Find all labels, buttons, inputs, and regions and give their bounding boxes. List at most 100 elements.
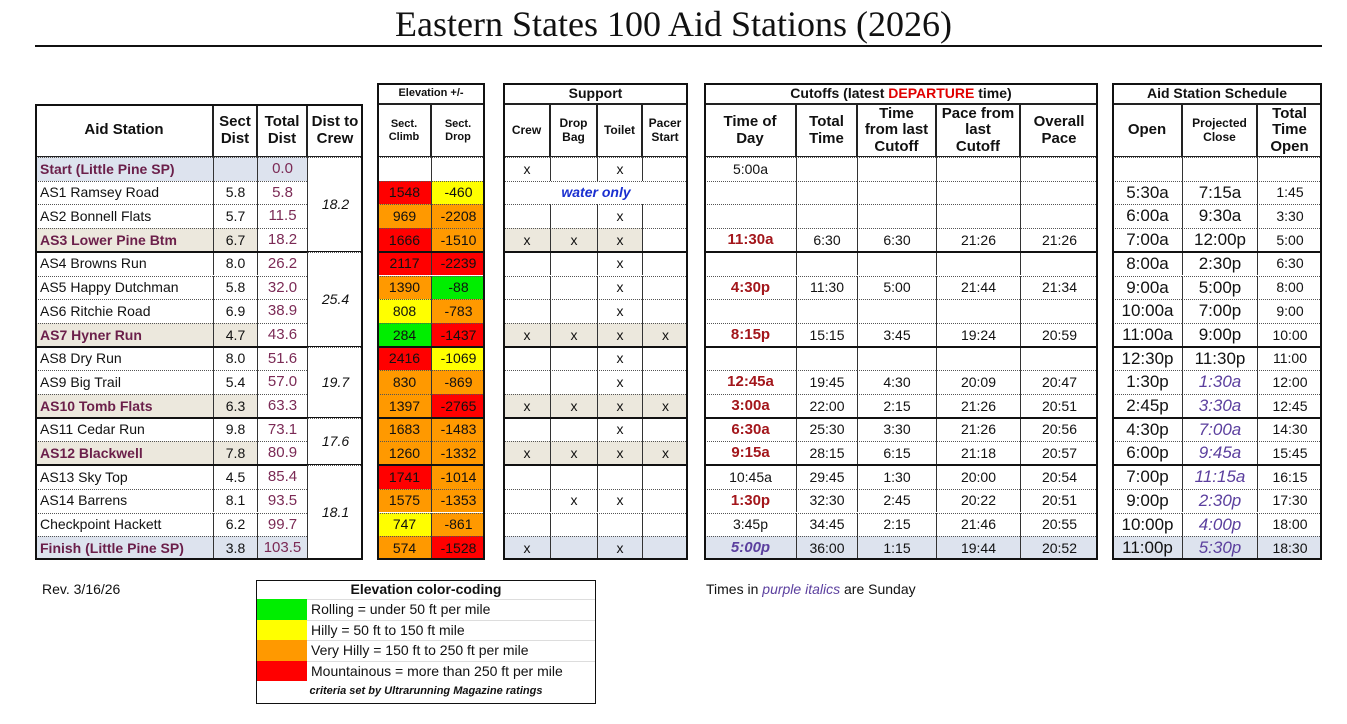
cell-close: 5:30p bbox=[1182, 536, 1257, 560]
cell-from-last: 3:30 bbox=[857, 417, 936, 442]
cell-open: 4:30p bbox=[1112, 417, 1182, 442]
cell-from-last: 1:30 bbox=[857, 465, 936, 489]
cell-total-time bbox=[796, 180, 857, 205]
cell-time-of-day bbox=[704, 346, 796, 371]
cell-sect-dist: 8.0 bbox=[213, 251, 257, 276]
legend-swatch bbox=[257, 619, 307, 640]
cell-time-of-day: 10:45a bbox=[704, 465, 796, 489]
cell-sect-dist: 3.8 bbox=[213, 536, 257, 560]
cell-pace-last bbox=[936, 157, 1020, 181]
cell-station: AS5 Happy Dutchman bbox=[35, 275, 213, 300]
cell-from-last bbox=[857, 251, 936, 276]
cell-drop: -1353 bbox=[431, 488, 485, 513]
cell-open: 9:00p bbox=[1112, 488, 1182, 513]
cell-climb: 284 bbox=[377, 322, 431, 347]
cell-overall-pace: 20:51 bbox=[1020, 394, 1098, 418]
cell-overall-pace bbox=[1020, 157, 1098, 181]
cell-pace-last: 21:26 bbox=[936, 394, 1020, 418]
cell-time-open: 18:30 bbox=[1257, 536, 1322, 560]
cell-drop-bag bbox=[550, 251, 597, 276]
cell-close: 7:15a bbox=[1182, 180, 1257, 205]
cell-open: 8:00a bbox=[1112, 251, 1182, 276]
legend-label: Very Hilly = 150 ft to 250 ft per mile bbox=[307, 640, 595, 661]
cell-station: Start (Little Pine SP) bbox=[35, 157, 213, 181]
cell-climb: 969 bbox=[377, 204, 431, 229]
cell-crew: x bbox=[503, 441, 550, 466]
cell-overall-pace: 20:56 bbox=[1020, 417, 1098, 442]
cell-total-time bbox=[796, 204, 857, 229]
dist-to-crew: 25.4 bbox=[307, 251, 363, 347]
cell-pacer bbox=[642, 157, 688, 181]
cell-climb: 1390 bbox=[377, 275, 431, 300]
cell-total-dist: 32.0 bbox=[257, 275, 307, 300]
cell-pace-last bbox=[936, 346, 1020, 371]
cell-drop: -861 bbox=[431, 512, 485, 537]
group-header: Aid Station Schedule bbox=[1112, 83, 1322, 104]
cell-station: AS7 Hyner Run bbox=[35, 322, 213, 347]
cell-total-dist: 73.1 bbox=[257, 417, 307, 442]
group-separator bbox=[377, 345, 485, 348]
cell-drop-bag bbox=[550, 417, 597, 442]
cell-close: 5:00p bbox=[1182, 275, 1257, 300]
dist-to-crew: 19.7 bbox=[307, 346, 363, 418]
cell-station: AS11 Cedar Run bbox=[35, 417, 213, 442]
cell-total-dist: 38.9 bbox=[257, 299, 307, 323]
cell-pace-last: 21:44 bbox=[936, 275, 1020, 300]
cell-total-time bbox=[796, 251, 857, 276]
cell-crew: x bbox=[503, 394, 550, 418]
cell-total-dist: 26.2 bbox=[257, 251, 307, 276]
cell-open: 11:00a bbox=[1112, 322, 1182, 347]
cell-crew: x bbox=[503, 322, 550, 347]
cell-close: 1:30a bbox=[1182, 370, 1257, 394]
cell-from-last: 5:00 bbox=[857, 275, 936, 300]
cell-drop: -2208 bbox=[431, 204, 485, 229]
cell-drop-bag bbox=[550, 465, 597, 489]
cell-total-time: 15:15 bbox=[796, 322, 857, 347]
cell-open: 7:00a bbox=[1112, 228, 1182, 252]
cell-crew bbox=[503, 370, 550, 394]
cell-toilet: x bbox=[597, 157, 642, 181]
cell-drop-bag: x bbox=[550, 488, 597, 513]
cell-station: AS8 Dry Run bbox=[35, 346, 213, 371]
cell-toilet bbox=[597, 465, 642, 489]
cell-drop: -1483 bbox=[431, 417, 485, 442]
cell-drop-bag bbox=[550, 204, 597, 229]
column-header: Projected Close bbox=[1182, 104, 1257, 157]
cell-pacer: x bbox=[642, 441, 688, 466]
cell-climb: 1575 bbox=[377, 488, 431, 513]
cell-toilet: x bbox=[597, 322, 642, 347]
cell-station: AS2 Bonnell Flats bbox=[35, 204, 213, 229]
cell-time-of-day: 9:15a bbox=[704, 441, 796, 466]
cell-overall-pace: 20:47 bbox=[1020, 370, 1098, 394]
cell-drop-bag: x bbox=[550, 322, 597, 347]
cell-pacer bbox=[642, 536, 688, 560]
cell-sect-dist: 6.9 bbox=[213, 299, 257, 323]
column-header: Total Time Open bbox=[1257, 104, 1322, 157]
cell-drop-bag: x bbox=[550, 228, 597, 252]
cell-time-of-day: 12:45a bbox=[704, 370, 796, 394]
cell-from-last bbox=[857, 180, 936, 205]
cell-station: AS9 Big Trail bbox=[35, 370, 213, 394]
cell-total-time: 36:00 bbox=[796, 536, 857, 560]
cell-overall-pace: 21:26 bbox=[1020, 228, 1098, 252]
cell-climb: 747 bbox=[377, 512, 431, 537]
group-separator bbox=[377, 464, 485, 467]
cell-total-time: 19:45 bbox=[796, 370, 857, 394]
cell-toilet: x bbox=[597, 394, 642, 418]
note-part: purple italics bbox=[762, 581, 841, 598]
cell-from-last bbox=[857, 346, 936, 371]
note-part: Times in bbox=[706, 581, 763, 598]
group-header: Cutoffs (latest DEPARTURE time) bbox=[704, 83, 1098, 104]
cell-drop-bag bbox=[550, 370, 597, 394]
cell-from-last: 6:30 bbox=[857, 228, 936, 252]
cell-pace-last: 21:26 bbox=[936, 417, 1020, 442]
cell-station: AS3 Lower Pine Btm bbox=[35, 228, 213, 252]
cell-time-of-day bbox=[704, 299, 796, 323]
cell-total-time bbox=[796, 157, 857, 181]
cell-drop: -1069 bbox=[431, 346, 485, 371]
cell-sect-dist: 4.7 bbox=[213, 322, 257, 347]
column-header: Sect. Climb bbox=[377, 104, 431, 157]
cell-total-dist: 5.8 bbox=[257, 180, 307, 205]
cell-toilet bbox=[597, 512, 642, 537]
cell-climb: 830 bbox=[377, 370, 431, 394]
